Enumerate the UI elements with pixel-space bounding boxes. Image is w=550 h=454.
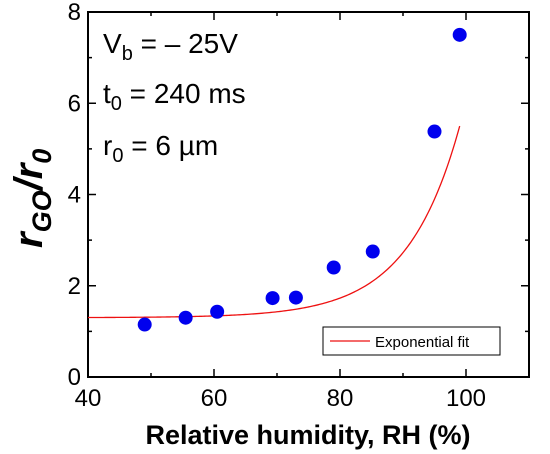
legend-fit-label: Exponential fit bbox=[375, 334, 470, 351]
data-point bbox=[427, 124, 442, 139]
annotation-vb: Vb = – 25V bbox=[103, 28, 238, 65]
y-tick-label: 0 bbox=[68, 364, 81, 391]
y-tick-label: 8 bbox=[68, 0, 81, 26]
data-point bbox=[265, 291, 280, 306]
exponential-fit-line bbox=[87, 125, 461, 319]
legend: Exponential fit bbox=[322, 326, 501, 356]
data-points bbox=[137, 27, 467, 332]
data-point bbox=[365, 244, 380, 259]
x-axis-title: Relative humidity, RH (%) bbox=[145, 420, 470, 450]
annotation-block: Vb = – 25V t0 = 240 ms r0 = 6 µm bbox=[103, 28, 246, 167]
y-tick-label: 6 bbox=[68, 90, 81, 117]
tick-labels: 40 60 80 100 0 2 4 6 8 bbox=[68, 0, 486, 412]
y-tick-label: 2 bbox=[68, 273, 81, 300]
x-tick-label: 80 bbox=[327, 385, 354, 412]
data-point bbox=[326, 260, 341, 275]
plot-frame bbox=[87, 11, 530, 378]
data-point bbox=[178, 310, 193, 325]
annotation-r0: r0 = 6 µm bbox=[103, 130, 218, 167]
x-tick-label: 100 bbox=[446, 385, 486, 412]
x-tick-label: 60 bbox=[201, 385, 228, 412]
axis-ticks bbox=[87, 11, 530, 378]
data-point bbox=[452, 27, 467, 42]
y-tick-label: 4 bbox=[68, 182, 81, 209]
x-tick-label: 40 bbox=[75, 385, 102, 412]
data-point bbox=[137, 317, 152, 332]
annotation-t0: t0 = 240 ms bbox=[103, 78, 246, 115]
data-point bbox=[288, 290, 303, 305]
data-point bbox=[210, 304, 225, 319]
y-axis-title: rGO/r0 bbox=[7, 149, 57, 248]
